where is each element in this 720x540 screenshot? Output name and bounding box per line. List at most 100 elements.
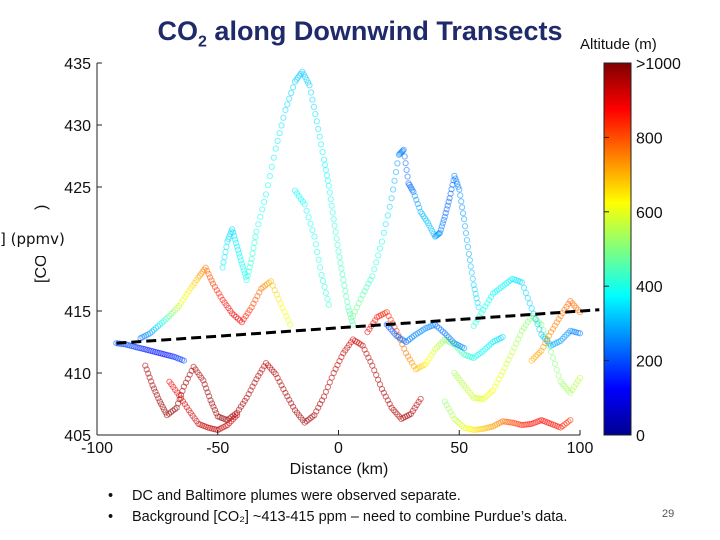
data-point	[176, 396, 183, 403]
data-point	[338, 265, 345, 272]
data-point	[547, 348, 555, 355]
data-point	[471, 286, 478, 293]
colorbar-tick-label: 200	[636, 354, 663, 371]
y-ticks: 405 410 415 425 430 435	[64, 56, 102, 445]
data-point	[486, 297, 493, 304]
data-point	[146, 374, 153, 381]
data-point	[326, 189, 333, 196]
data-point	[226, 420, 233, 427]
data-point	[332, 229, 339, 236]
data-point	[440, 216, 447, 224]
data-point	[410, 188, 417, 196]
data-point	[446, 195, 453, 202]
data-point	[532, 353, 539, 360]
data-point	[445, 198, 452, 205]
data-point	[441, 330, 448, 337]
data-point	[307, 220, 314, 227]
y-axis-label-top: [CO	[33, 255, 50, 283]
data-point	[215, 290, 222, 297]
x-tick-label: 0	[334, 440, 343, 457]
data-point	[345, 304, 352, 311]
data-point	[486, 342, 493, 349]
colorbar	[603, 62, 632, 436]
data-point	[555, 372, 562, 379]
data-point	[173, 404, 180, 411]
data-point	[449, 412, 456, 419]
data-point	[231, 312, 238, 319]
data-point	[403, 350, 410, 357]
y-tick-label: 430	[64, 118, 91, 135]
data-point	[442, 209, 449, 217]
data-point	[448, 186, 455, 193]
bullet-item: DC and Baltimore plumes were observed se…	[108, 488, 668, 504]
data-point	[457, 421, 464, 428]
data-point	[210, 403, 217, 410]
x-tick-label: 100	[567, 440, 594, 457]
data-point	[174, 304, 181, 312]
data-point	[317, 264, 324, 271]
data-point	[458, 198, 465, 205]
data-point	[462, 230, 470, 237]
data-point	[179, 387, 186, 394]
data-point	[261, 363, 268, 370]
data-point	[316, 133, 323, 140]
data-point	[402, 160, 409, 167]
colorbar-tick-label: 600	[636, 205, 663, 222]
data-point	[239, 264, 246, 271]
data-point	[312, 111, 319, 118]
data-point	[278, 122, 285, 129]
data-point	[436, 229, 443, 236]
data-point	[339, 271, 346, 278]
data-point	[480, 347, 487, 354]
data-point	[404, 173, 411, 180]
data-point	[576, 374, 584, 382]
data-point	[414, 200, 421, 207]
data-point	[499, 333, 506, 341]
data-point	[528, 357, 535, 364]
y-tick-label: 410	[64, 366, 91, 383]
data-point	[465, 250, 472, 258]
data-point	[561, 333, 568, 340]
data-point	[455, 183, 462, 190]
data-point	[524, 295, 531, 302]
data-point	[213, 410, 220, 417]
data-point	[551, 322, 559, 329]
data-point	[522, 289, 530, 296]
data-point	[348, 314, 355, 321]
data-point	[472, 319, 479, 326]
data-point	[480, 395, 487, 403]
data-point	[378, 238, 386, 245]
data-point	[411, 192, 418, 199]
data-point	[549, 325, 557, 332]
data-point	[207, 397, 214, 404]
data-point	[200, 377, 207, 384]
data-point	[276, 130, 283, 137]
data-point	[437, 326, 444, 333]
data-point	[325, 182, 332, 189]
data-point	[468, 269, 475, 276]
y-tick-label: 405	[64, 428, 91, 445]
data-point	[203, 385, 210, 392]
data-point	[206, 393, 213, 400]
data-point	[230, 229, 237, 236]
bullet-list: DC and Baltimore plumes were observed se…	[108, 488, 668, 530]
data-point	[553, 319, 560, 326]
data-point	[284, 101, 291, 108]
data-point	[313, 118, 320, 125]
data-point	[457, 192, 464, 199]
data-point	[526, 300, 533, 307]
data-point	[160, 318, 167, 325]
data-point	[484, 300, 491, 307]
data-point	[337, 259, 344, 266]
data-point	[309, 227, 316, 234]
data-point	[524, 421, 531, 428]
data-point	[384, 212, 391, 219]
colorbar-tick-label: 800	[636, 130, 663, 147]
data-point	[394, 160, 401, 167]
data-point	[286, 95, 293, 102]
data-point	[145, 370, 152, 377]
y-axis-label-end: )	[33, 205, 50, 210]
data-point	[235, 250, 243, 257]
data-point	[390, 186, 397, 193]
